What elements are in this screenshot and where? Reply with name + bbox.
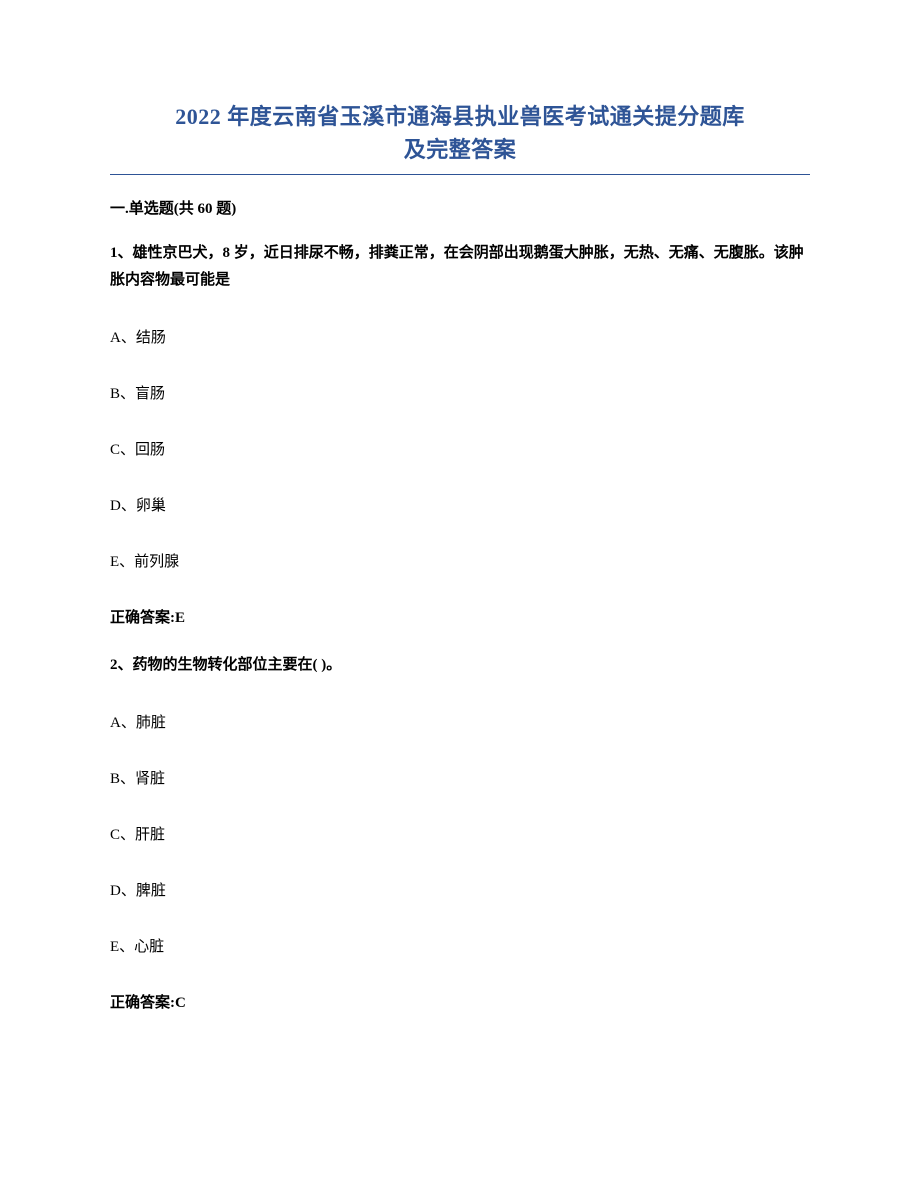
- title-line-2: 及完整答案: [110, 133, 810, 166]
- option-b: B、肾脏: [110, 767, 810, 791]
- title-divider: [110, 174, 810, 175]
- option-a: A、结肠: [110, 326, 810, 350]
- document-title: 2022 年度云南省玉溪市通海县执业兽医考试通关提分题库 及完整答案: [110, 100, 810, 166]
- option-c: C、肝脏: [110, 823, 810, 847]
- section-header: 一.单选题(共 60 题): [110, 197, 810, 218]
- option-c: C、回肠: [110, 438, 810, 462]
- option-e: E、心脏: [110, 935, 810, 959]
- question-2: 2、药物的生物转化部位主要在( )。 A、肺脏 B、肾脏 C、肝脏 D、脾脏 E…: [110, 652, 810, 1015]
- option-a: A、肺脏: [110, 711, 810, 735]
- question-1: 1、雄性京巴犬，8 岁，近日排尿不畅，排粪正常，在会阴部出现鹅蛋大肿胀，无热、无…: [110, 240, 810, 630]
- option-e: E、前列腺: [110, 550, 810, 574]
- option-d: D、脾脏: [110, 879, 810, 903]
- answer: 正确答案:E: [110, 606, 810, 630]
- answer: 正确答案:C: [110, 991, 810, 1015]
- title-line-1: 2022 年度云南省玉溪市通海县执业兽医考试通关提分题库: [110, 100, 810, 133]
- option-b: B、盲肠: [110, 382, 810, 406]
- question-stem: 1、雄性京巴犬，8 岁，近日排尿不畅，排粪正常，在会阴部出现鹅蛋大肿胀，无热、无…: [110, 240, 810, 294]
- option-d: D、卵巢: [110, 494, 810, 518]
- question-stem: 2、药物的生物转化部位主要在( )。: [110, 652, 810, 679]
